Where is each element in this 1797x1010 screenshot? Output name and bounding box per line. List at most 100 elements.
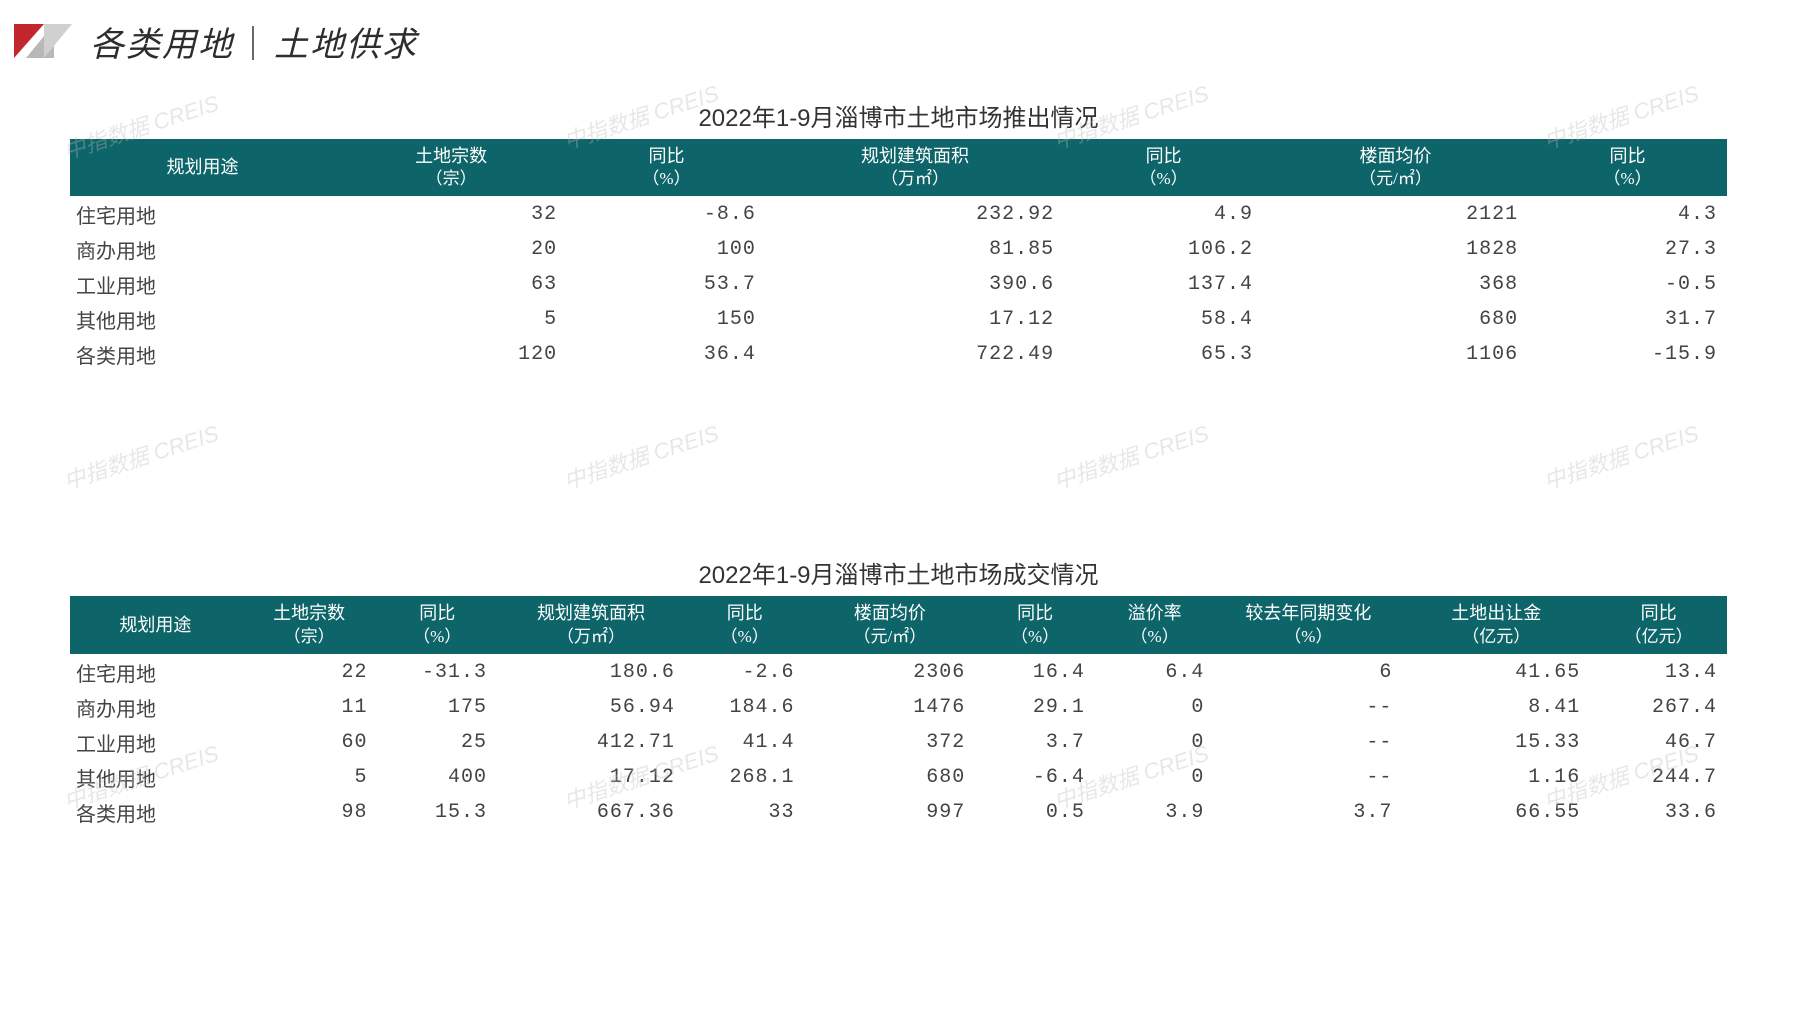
table-cell: 150 bbox=[567, 301, 766, 336]
table-cell: 400 bbox=[377, 759, 497, 794]
table-cell: 100 bbox=[567, 231, 766, 266]
table-cell: 33.6 bbox=[1590, 794, 1727, 829]
column-header: 土地宗数（宗） bbox=[335, 139, 567, 196]
table-cell: -- bbox=[1214, 759, 1402, 794]
title-left: 各类用地 bbox=[90, 27, 234, 64]
table-cell: -0.5 bbox=[1528, 266, 1727, 301]
column-header: 同比（%） bbox=[975, 596, 1095, 653]
table-cell: -31.3 bbox=[377, 654, 497, 689]
table-cell: 180.6 bbox=[497, 654, 685, 689]
page-header: 各类用地｜土地供求 bbox=[0, 0, 1797, 64]
table-cell: 商办用地 bbox=[70, 689, 241, 724]
table-cell: 60 bbox=[241, 724, 378, 759]
table-cell: 98 bbox=[241, 794, 378, 829]
table-cell: 6.4 bbox=[1095, 654, 1215, 689]
table-cell: 20 bbox=[335, 231, 567, 266]
table2-block: 2022年1-9月淄博市土地市场成交情况 规划用途土地宗数（宗）同比（%）规划建… bbox=[70, 555, 1727, 828]
table1-block: 2022年1-9月淄博市土地市场推出情况 规划用途土地宗数（宗）同比（%）规划建… bbox=[70, 98, 1727, 371]
table-cell: 1476 bbox=[804, 689, 975, 724]
table-cell: 5 bbox=[335, 301, 567, 336]
table-cell: 372 bbox=[804, 724, 975, 759]
table-cell: 53.7 bbox=[567, 266, 766, 301]
column-header: 同比（%） bbox=[377, 596, 497, 653]
table-cell: -- bbox=[1214, 689, 1402, 724]
column-header: 楼面均价（元/㎡） bbox=[1263, 139, 1528, 196]
table-cell: 3.7 bbox=[975, 724, 1095, 759]
table-cell: 0 bbox=[1095, 759, 1215, 794]
table-cell: 1.16 bbox=[1402, 759, 1590, 794]
table-cell: 2306 bbox=[804, 654, 975, 689]
table-cell: 175 bbox=[377, 689, 497, 724]
table-cell: 137.4 bbox=[1064, 266, 1263, 301]
table-cell: 各类用地 bbox=[70, 336, 335, 371]
table-cell: 工业用地 bbox=[70, 724, 241, 759]
table-cell: 5 bbox=[241, 759, 378, 794]
table-cell: 184.6 bbox=[685, 689, 805, 724]
table-cell: 268.1 bbox=[685, 759, 805, 794]
table-cell: 46.7 bbox=[1590, 724, 1727, 759]
table-cell: 6 bbox=[1214, 654, 1402, 689]
table-cell: 1828 bbox=[1263, 231, 1528, 266]
table-cell: 65.3 bbox=[1064, 336, 1263, 371]
table-cell: 其他用地 bbox=[70, 759, 241, 794]
table-row: 商办用地1117556.94184.6147629.10--8.41267.4 bbox=[70, 689, 1727, 724]
table-row: 各类用地12036.4722.4965.31106-15.9 bbox=[70, 336, 1727, 371]
table-cell: 36.4 bbox=[567, 336, 766, 371]
table-cell: 368 bbox=[1263, 266, 1528, 301]
table-cell: 56.94 bbox=[497, 689, 685, 724]
table-row: 工业用地6353.7390.6137.4368-0.5 bbox=[70, 266, 1727, 301]
table1-title: 2022年1-9月淄博市土地市场推出情况 bbox=[70, 98, 1727, 133]
table-cell: 15.33 bbox=[1402, 724, 1590, 759]
column-header: 楼面均价（元/㎡） bbox=[804, 596, 975, 653]
table2-title: 2022年1-9月淄博市土地市场成交情况 bbox=[70, 555, 1727, 590]
table-cell: 667.36 bbox=[497, 794, 685, 829]
table-row: 各类用地9815.3667.36339970.53.93.766.5533.6 bbox=[70, 794, 1727, 829]
table-cell: 267.4 bbox=[1590, 689, 1727, 724]
table-cell: 232.92 bbox=[766, 196, 1064, 231]
table-cell: 0 bbox=[1095, 689, 1215, 724]
table-cell: 997 bbox=[804, 794, 975, 829]
table-cell: 3.7 bbox=[1214, 794, 1402, 829]
table-cell: 商办用地 bbox=[70, 231, 335, 266]
column-header: 同比（%） bbox=[1528, 139, 1727, 196]
table-cell: 22 bbox=[241, 654, 378, 689]
table-cell: 13.4 bbox=[1590, 654, 1727, 689]
table-cell: 32 bbox=[335, 196, 567, 231]
table-cell: 0 bbox=[1095, 724, 1215, 759]
table-cell: 17.12 bbox=[497, 759, 685, 794]
table-row: 住宅用地22-31.3180.6-2.6230616.46.4641.6513.… bbox=[70, 654, 1727, 689]
table-cell: 住宅用地 bbox=[70, 196, 335, 231]
table-cell: 29.1 bbox=[975, 689, 1095, 724]
table-cell: 1106 bbox=[1263, 336, 1528, 371]
table-cell: 住宅用地 bbox=[70, 654, 241, 689]
table-cell: 722.49 bbox=[766, 336, 1064, 371]
table-row: 住宅用地32-8.6232.924.921214.3 bbox=[70, 196, 1727, 231]
table-cell: 17.12 bbox=[766, 301, 1064, 336]
table-cell: 11 bbox=[241, 689, 378, 724]
table-cell: 66.55 bbox=[1402, 794, 1590, 829]
table-cell: -6.4 bbox=[975, 759, 1095, 794]
column-header: 同比（%） bbox=[1064, 139, 1263, 196]
table-cell: -15.9 bbox=[1528, 336, 1727, 371]
table-cell: 63 bbox=[335, 266, 567, 301]
table-cell: 工业用地 bbox=[70, 266, 335, 301]
column-header: 土地宗数（宗） bbox=[241, 596, 378, 653]
table-cell: 4.9 bbox=[1064, 196, 1263, 231]
table1: 规划用途土地宗数（宗）同比（%）规划建筑面积（万㎡）同比（%）楼面均价（元/㎡）… bbox=[70, 139, 1727, 371]
table-cell: 各类用地 bbox=[70, 794, 241, 829]
column-header: 规划建筑面积（万㎡） bbox=[497, 596, 685, 653]
table-cell: 15.3 bbox=[377, 794, 497, 829]
column-header: 同比（%） bbox=[567, 139, 766, 196]
column-header: 土地出让金（亿元） bbox=[1402, 596, 1590, 653]
column-header: 规划建筑面积（万㎡） bbox=[766, 139, 1064, 196]
table-cell: 其他用地 bbox=[70, 301, 335, 336]
table-cell: 3.9 bbox=[1095, 794, 1215, 829]
table-cell: 33 bbox=[685, 794, 805, 829]
table-cell: 81.85 bbox=[766, 231, 1064, 266]
table-cell: 31.7 bbox=[1528, 301, 1727, 336]
column-header: 同比（亿元） bbox=[1590, 596, 1727, 653]
column-header: 溢价率（%） bbox=[1095, 596, 1215, 653]
logo-icon bbox=[14, 24, 72, 58]
table-cell: 120 bbox=[335, 336, 567, 371]
table-cell: 4.3 bbox=[1528, 196, 1727, 231]
